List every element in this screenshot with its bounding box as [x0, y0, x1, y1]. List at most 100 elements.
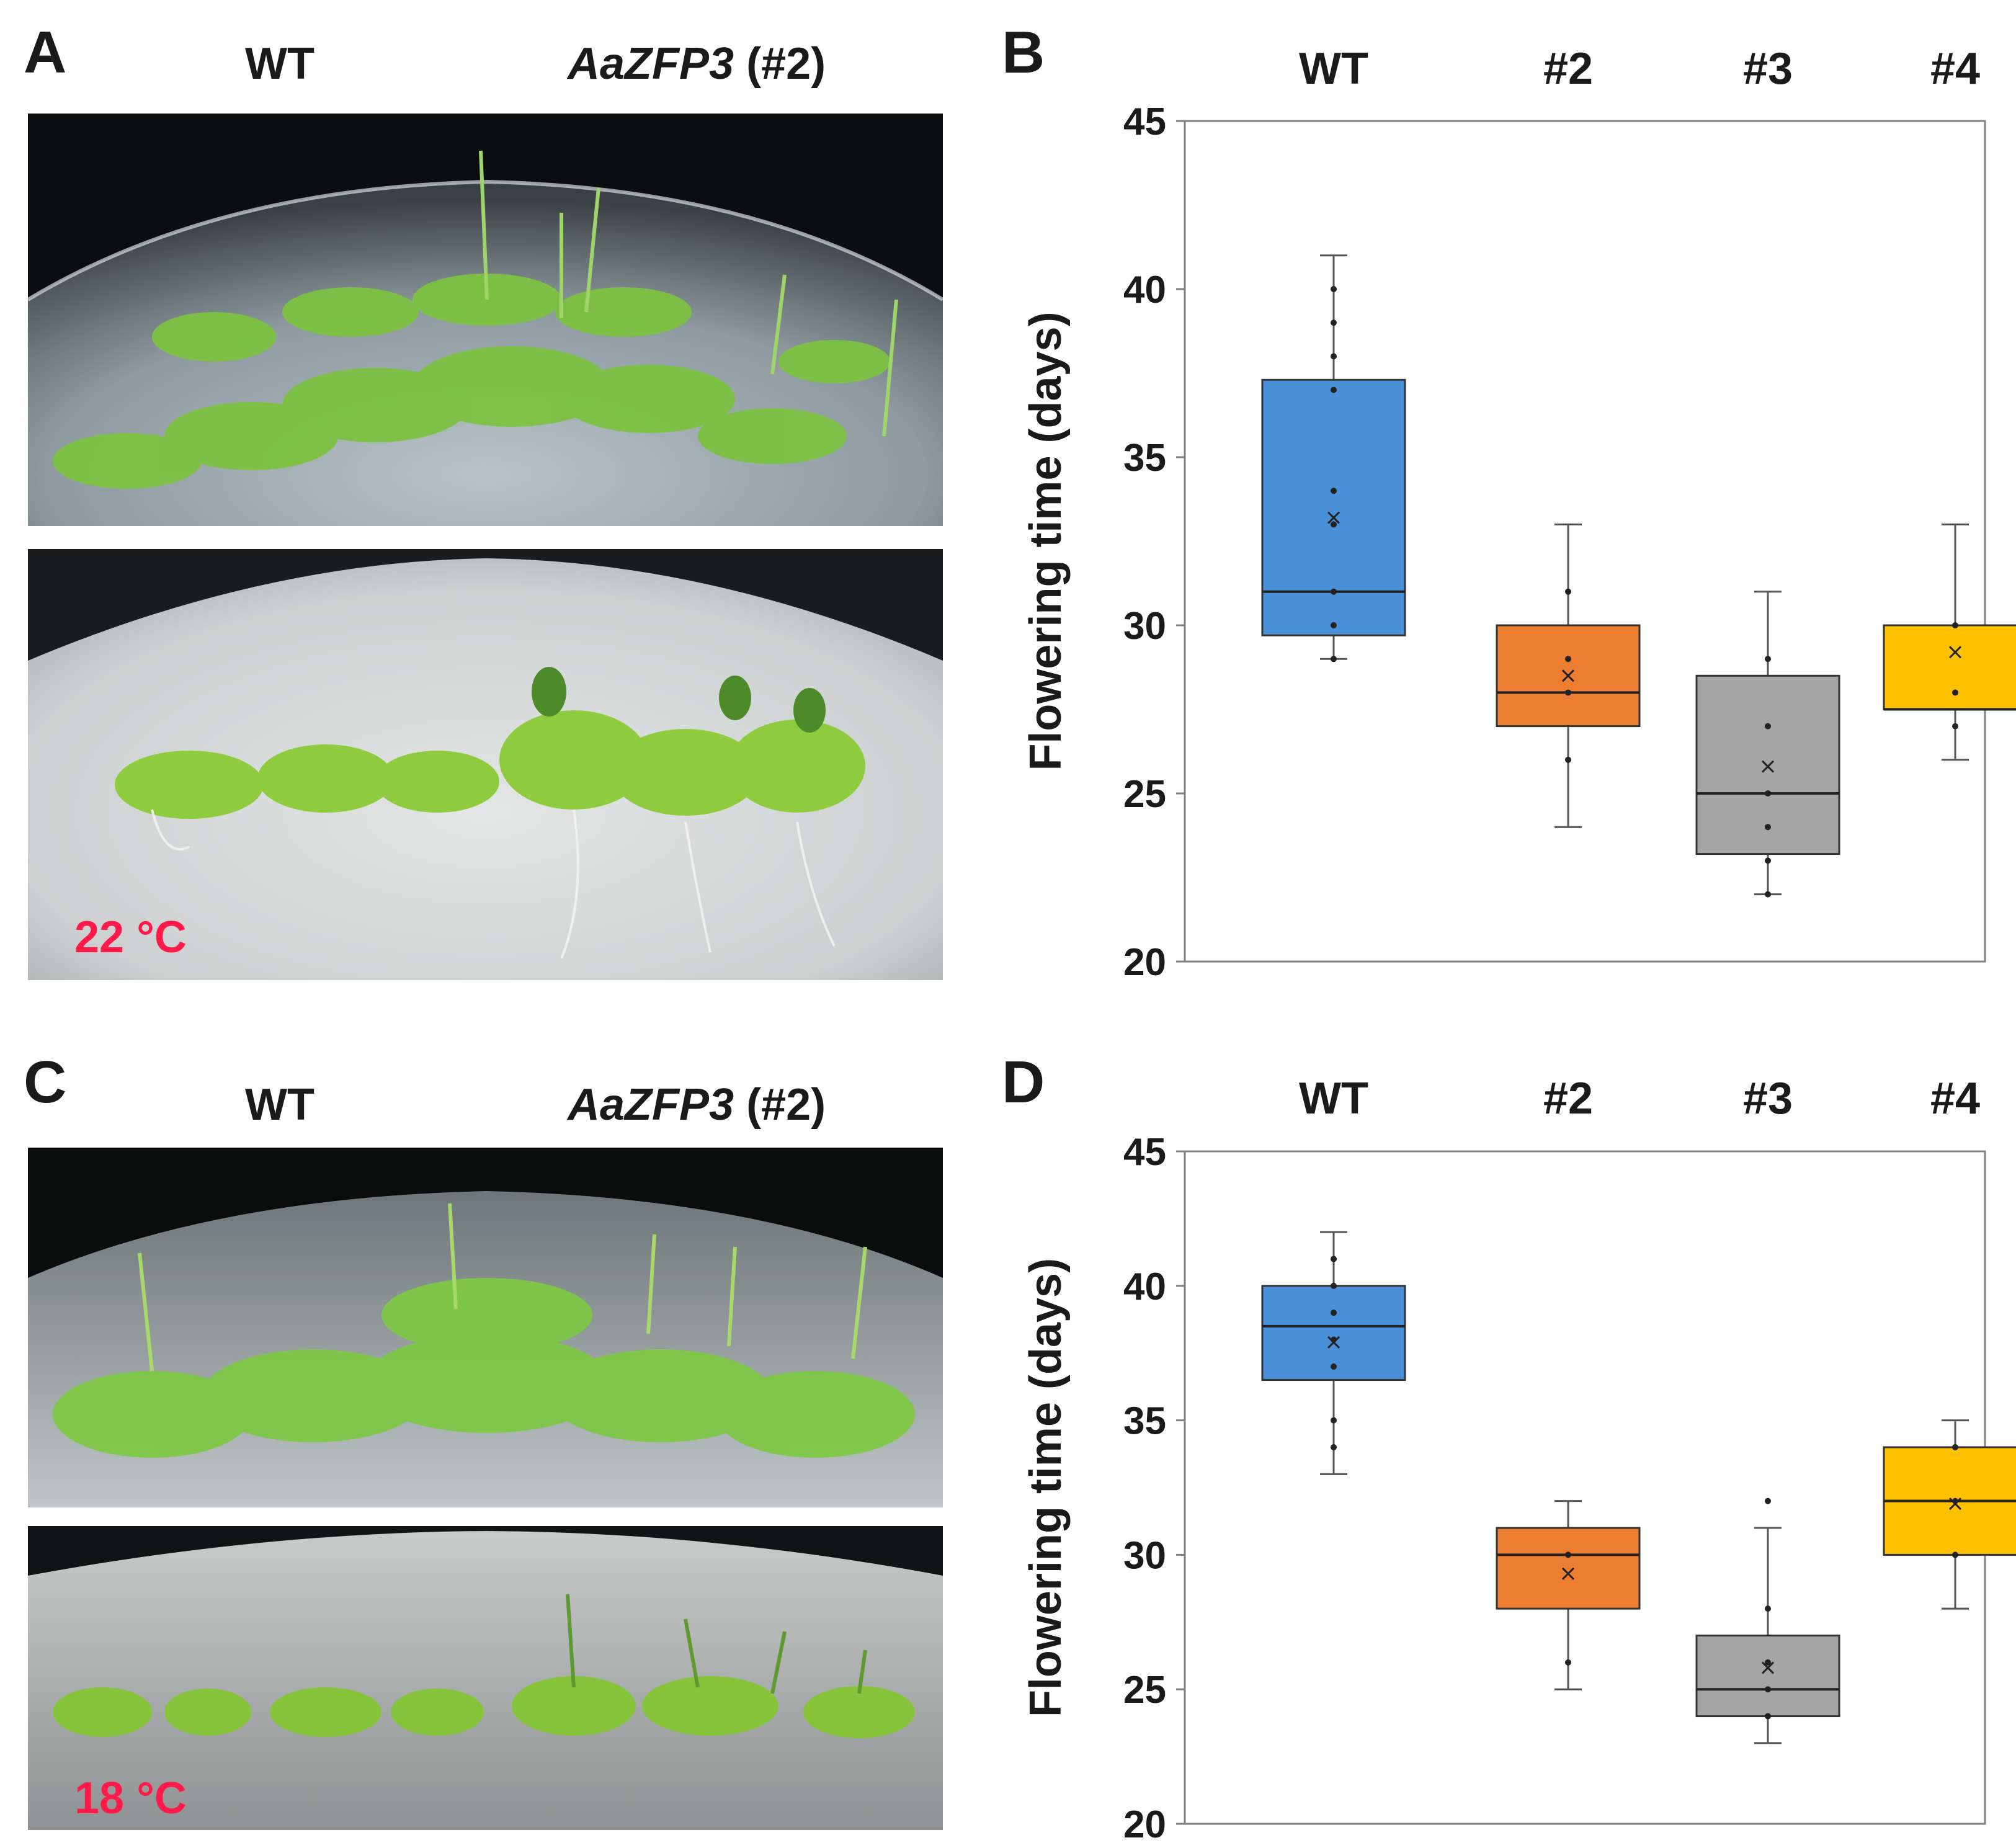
data-point	[1952, 689, 1958, 696]
y-tick-label: 40	[1123, 269, 1166, 311]
panel-a-label-wt: WT	[245, 39, 314, 89]
box-iqr	[1883, 624, 2016, 710]
data-point	[1765, 1659, 1771, 1666]
data-point	[1331, 1256, 1337, 1262]
data-point	[1765, 656, 1771, 663]
box-iqr	[1261, 378, 1406, 636]
data-point	[1565, 1551, 1571, 1558]
panel-c-gene-name: AaZFP3	[568, 1080, 734, 1130]
box-wt	[1261, 1231, 1406, 1475]
box-line-4	[1883, 523, 2016, 761]
category-label: #3	[1743, 44, 1793, 94]
y-tick-label: 30	[1123, 1534, 1166, 1577]
plot-frame	[1184, 120, 1986, 963]
data-point	[1765, 824, 1771, 831]
data-point	[1331, 622, 1337, 628]
data-point	[1331, 319, 1337, 326]
y-axis-label: Flowering time (days)	[1021, 1258, 1071, 1717]
data-point	[1331, 1310, 1337, 1316]
data-point	[1952, 723, 1958, 730]
flowering-time-chart-18c: 20 25 30 35 40 45 Flowering time (days) WT #2 #3 #…	[1021, 1074, 2016, 1846]
data-point	[1565, 656, 1571, 663]
category-label: #4	[1930, 44, 1980, 94]
data-point	[1565, 1659, 1571, 1666]
mean-marker	[1327, 511, 1340, 524]
data-point	[1765, 857, 1771, 864]
box-iqr	[1695, 1634, 1840, 1718]
panel-a-gene-name: AaZFP3	[568, 39, 734, 89]
panel-letter-c: C	[24, 1049, 67, 1115]
data-point	[1331, 1363, 1337, 1370]
data-point	[1331, 488, 1337, 494]
box-line-4	[1883, 1419, 2016, 1610]
mean-marker	[1561, 1567, 1575, 1580]
data-point	[1331, 588, 1337, 595]
data-point	[1952, 622, 1958, 628]
temperature-label-18: 18 °C	[74, 1774, 187, 1823]
mean-marker	[1948, 1497, 1962, 1511]
data-point	[1765, 790, 1771, 797]
category-label: WT	[1299, 44, 1368, 94]
panel-letter-a: A	[24, 19, 67, 86]
y-tick-label: 30	[1123, 605, 1166, 648]
data-point	[1331, 353, 1337, 360]
data-point	[1331, 521, 1337, 528]
y-tick-label: 45	[1123, 100, 1166, 143]
data-point	[1952, 1551, 1958, 1558]
category-label: #4	[1930, 1074, 1980, 1123]
data-point	[1765, 723, 1771, 730]
chart-d-container: 20 25 30 35 40 45 Flowering time (days) WT #2 #3 #…	[980, 1030, 2016, 1846]
mean-marker	[1761, 760, 1775, 773]
data-point	[1952, 1444, 1958, 1450]
data-point	[1331, 1417, 1337, 1424]
flowering-time-chart-22c: 20 25 30 35 40 45 Flowering time (days) WT #2 #3 #…	[1021, 44, 2016, 984]
panel-a-line-id: (#2)	[746, 39, 826, 89]
category-label: WT	[1299, 1074, 1368, 1123]
mean-marker	[1561, 669, 1575, 682]
box-iqr	[1496, 1527, 1641, 1610]
temperature-label-22: 22 °C	[74, 913, 187, 962]
y-tick-label: 35	[1123, 1400, 1166, 1443]
y-axis-label: Flowering time (days)	[1021, 311, 1071, 770]
data-point	[1765, 891, 1771, 898]
photo-a-wt-plate	[28, 114, 943, 526]
category-label: #2	[1543, 44, 1593, 94]
plot-frame	[1184, 1150, 1986, 1825]
y-tick-label: 25	[1123, 1669, 1166, 1712]
box-wt	[1261, 254, 1406, 663]
y-tick-label: 35	[1123, 437, 1166, 480]
data-point	[1331, 286, 1337, 292]
data-point	[1765, 1713, 1771, 1720]
box-line-2	[1496, 523, 1641, 828]
data-point	[1331, 656, 1337, 663]
photo-c-mutant-plate	[28, 1526, 943, 1830]
data-point	[1331, 1282, 1337, 1289]
panel-c-line-id: (#2)	[746, 1080, 826, 1130]
category-label: #2	[1543, 1074, 1593, 1123]
data-point	[1331, 1444, 1337, 1450]
panel-a-label-mutant: AaZFP3 (#2)	[568, 38, 826, 89]
box-line-2	[1496, 1500, 1641, 1690]
box-line-3	[1695, 1498, 1840, 1744]
photo-a-mutant-plate	[28, 549, 943, 980]
y-tick-label: 20	[1123, 1803, 1166, 1845]
data-point	[1565, 588, 1571, 595]
panel-c-label-mutant: AaZFP3 (#2)	[568, 1079, 826, 1130]
panel-letter-b: B	[1002, 19, 1045, 86]
mean-marker	[1327, 1336, 1340, 1349]
data-point	[1565, 689, 1571, 696]
panel-c-label-wt: WT	[245, 1080, 314, 1130]
category-label: #3	[1743, 1074, 1793, 1123]
data-point	[1565, 756, 1571, 763]
mean-marker	[1948, 646, 1962, 659]
panel-letter-d: D	[1002, 1049, 1045, 1115]
y-tick-label: 40	[1123, 1265, 1166, 1308]
y-tick-label: 25	[1123, 773, 1166, 816]
data-point	[1331, 386, 1337, 393]
chart-b-container: 20 25 30 35 40 45 Flowering time (days) WT #2 #3 #…	[980, 0, 2016, 1005]
data-point	[1765, 1498, 1771, 1504]
y-tick-label: 20	[1123, 941, 1166, 984]
data-point	[1765, 1605, 1771, 1612]
data-point	[1765, 1686, 1771, 1693]
photo-c-wt-plate	[28, 1148, 943, 1507]
